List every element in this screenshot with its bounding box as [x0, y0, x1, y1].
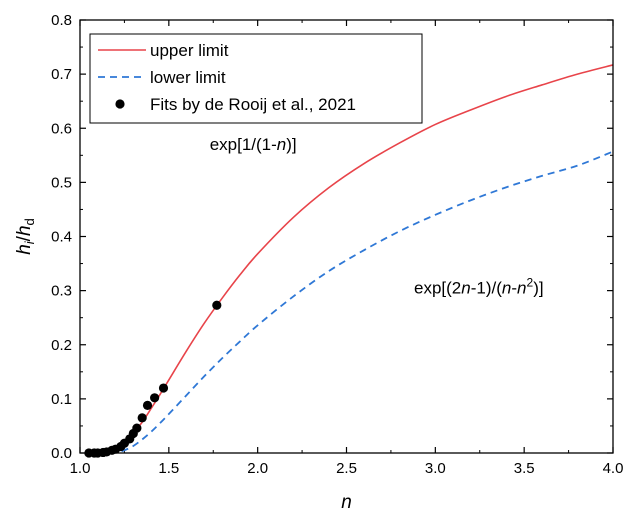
data-point: [212, 300, 222, 310]
y-tick-label: 0.3: [51, 283, 72, 300]
annotation-part: exp[(2: [414, 278, 461, 297]
data-point: [158, 383, 169, 393]
y-axis-title-sub1: i: [22, 240, 37, 244]
x-tick-label: 2.5: [336, 460, 357, 477]
annotation-part: n: [277, 135, 286, 154]
x-tick-label: 3.0: [425, 460, 446, 477]
legend: upper limit lower limit Fits by de Rooij e…: [89, 33, 423, 124]
legend-box: [89, 33, 423, 124]
annotation-part: )]: [286, 135, 296, 154]
x-tick-label: 2.0: [247, 460, 268, 477]
plot-frame: [79, 19, 614, 454]
y-tick-label: 0.7: [51, 66, 72, 83]
annotation-part: n: [461, 278, 470, 297]
annotation-lower: exp[(2n-1)/(n-n2)]: [414, 275, 544, 297]
y-axis-title-sep: /: [14, 235, 35, 241]
y-tick-label: 0.2: [51, 337, 72, 354]
legend-label: Fits by de Rooij et al., 2021: [150, 95, 356, 114]
y-axis-title-base2: h: [14, 225, 35, 236]
y-tick-label: 0.1: [51, 391, 72, 408]
y-axis-title-base1: h: [14, 244, 35, 255]
series-layer: [84, 64, 614, 458]
annotation-part: )]: [533, 278, 543, 297]
y-axis-title-sub2: d: [22, 218, 37, 225]
legend-label: lower limit: [150, 68, 226, 87]
annotation-part: -: [511, 278, 517, 297]
data-point: [150, 393, 160, 403]
annotation-upper: exp[1/(1-n)]: [210, 135, 297, 154]
x-tick-label: 3.5: [514, 460, 535, 477]
x-axis-title: n: [341, 492, 352, 511]
x-tick-label: 1.0: [70, 460, 91, 477]
annotation-part: n: [502, 278, 511, 297]
y-tick-label: 0.0: [51, 445, 72, 462]
annotation-part: n: [517, 278, 526, 297]
y-tick-label: 0.4: [51, 229, 72, 246]
legend-marker: [115, 99, 125, 109]
data-point: [142, 400, 153, 410]
data-point: [137, 413, 147, 423]
y-tick-label: 0.5: [51, 174, 72, 191]
x-tick-label: 1.5: [158, 460, 179, 477]
axis-ticks: 1.0 1.5 2.0 2.5 3.0 3.5 4.0 0.0 0.1 0.2 0.3 0.4 0.5 0…: [51, 12, 623, 477]
y-tick-label: 0.6: [51, 120, 72, 137]
y-axis-title: hi/hd: [14, 218, 37, 255]
annotations: exp[1/(1-n)]exp[(2n-1)/(n-n2)]: [210, 135, 544, 297]
y-tick-label: 0.8: [51, 12, 72, 29]
data-point: [132, 423, 142, 433]
annotation-part: -1)/(: [471, 278, 503, 297]
legend-label: upper limit: [150, 41, 229, 60]
annotation-part: exp[1/(1-: [210, 135, 277, 154]
series-line-lower-limit: [97, 150, 614, 454]
annotation-part: 2: [527, 275, 534, 289]
x-tick-label: 4.0: [603, 460, 624, 477]
